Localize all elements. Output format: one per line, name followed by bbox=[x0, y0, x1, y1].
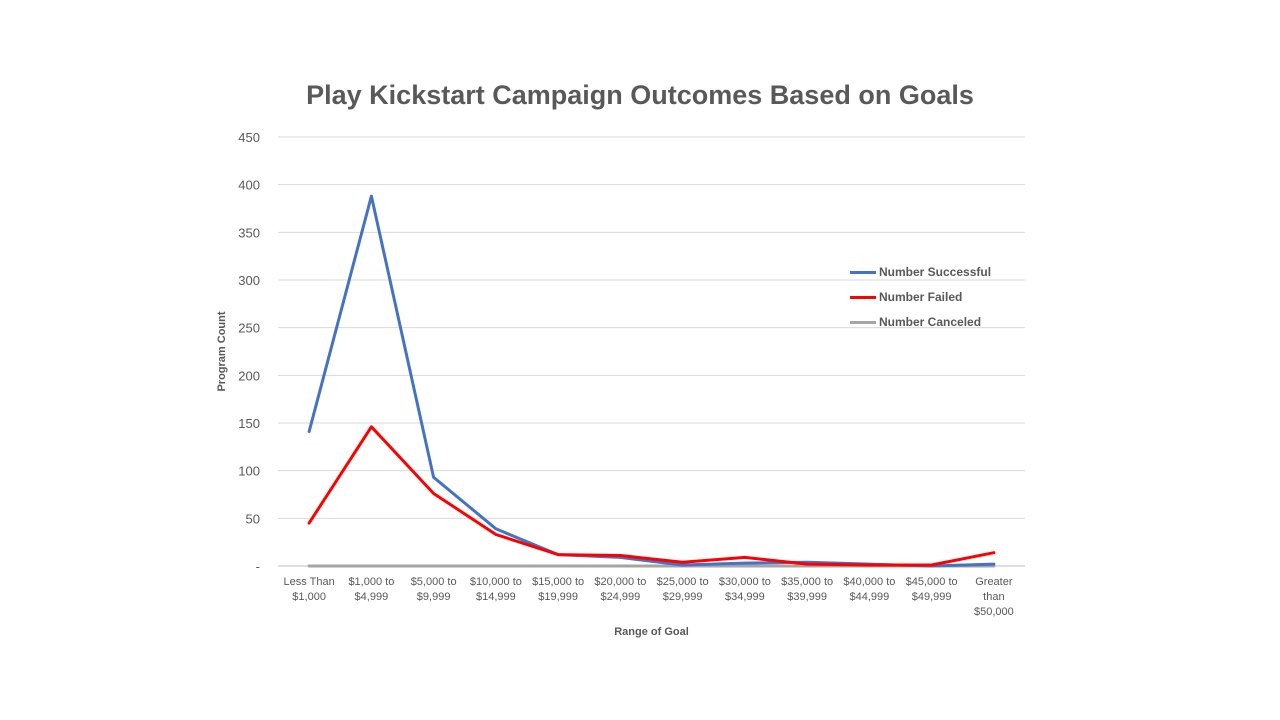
legend-item-number-failed: Number Failed bbox=[850, 287, 962, 307]
legend-swatch bbox=[850, 295, 876, 299]
legend-swatch bbox=[850, 270, 876, 274]
y-tick-label: 400 bbox=[238, 178, 260, 193]
x-tick-label: $15,000 to $19,999 bbox=[532, 576, 584, 603]
series-line-number-failed bbox=[307, 425, 996, 567]
x-tick-label: $30,000 to $34,999 bbox=[719, 576, 771, 603]
y-tick-label: 100 bbox=[238, 464, 260, 479]
x-tick-label: $25,000 to $29,999 bbox=[657, 576, 709, 603]
y-tick-label: 450 bbox=[238, 130, 260, 145]
x-tick-label: $45,000 to $49,999 bbox=[906, 576, 958, 603]
x-tick-label: Less Than $1,000 bbox=[284, 576, 335, 603]
legend-item-number-canceled: Number Canceled bbox=[850, 312, 981, 332]
x-tick-label: Greater than $50,000 bbox=[974, 576, 1014, 618]
y-tick-label: 200 bbox=[238, 368, 260, 383]
legend-item-number-successful: Number Successful bbox=[850, 262, 991, 282]
x-tick-label: $35,000 to $39,999 bbox=[781, 576, 833, 603]
legend-label: Number Successful bbox=[879, 265, 992, 279]
y-tick-label: 250 bbox=[238, 321, 260, 336]
chart-title: Play Kickstart Campaign Outcomes Based o… bbox=[306, 80, 974, 110]
y-tick-label: 350 bbox=[238, 225, 260, 240]
y-tick-label: 50 bbox=[246, 511, 260, 526]
x-tick-label: $1,000 to $4,999 bbox=[348, 576, 394, 603]
y-axis-title: Program Count bbox=[216, 311, 228, 391]
legend-label: Number Canceled bbox=[879, 315, 982, 329]
x-tick-label: $10,000 to $14,999 bbox=[470, 576, 522, 603]
legend-swatch bbox=[850, 320, 876, 324]
y-tick-label: - bbox=[256, 559, 260, 574]
x-axis-title: Range of Goal bbox=[614, 626, 689, 638]
x-tick-label: $20,000 to $24,999 bbox=[594, 576, 646, 603]
x-tick-label: $40,000 to $44,999 bbox=[843, 576, 895, 603]
series-line-number-successful bbox=[307, 194, 996, 568]
y-tick-label: 150 bbox=[238, 416, 260, 431]
legend-label: Number Failed bbox=[879, 290, 963, 304]
y-tick-label: 300 bbox=[238, 273, 260, 288]
x-tick-label: $5,000 to $9,999 bbox=[411, 576, 457, 603]
